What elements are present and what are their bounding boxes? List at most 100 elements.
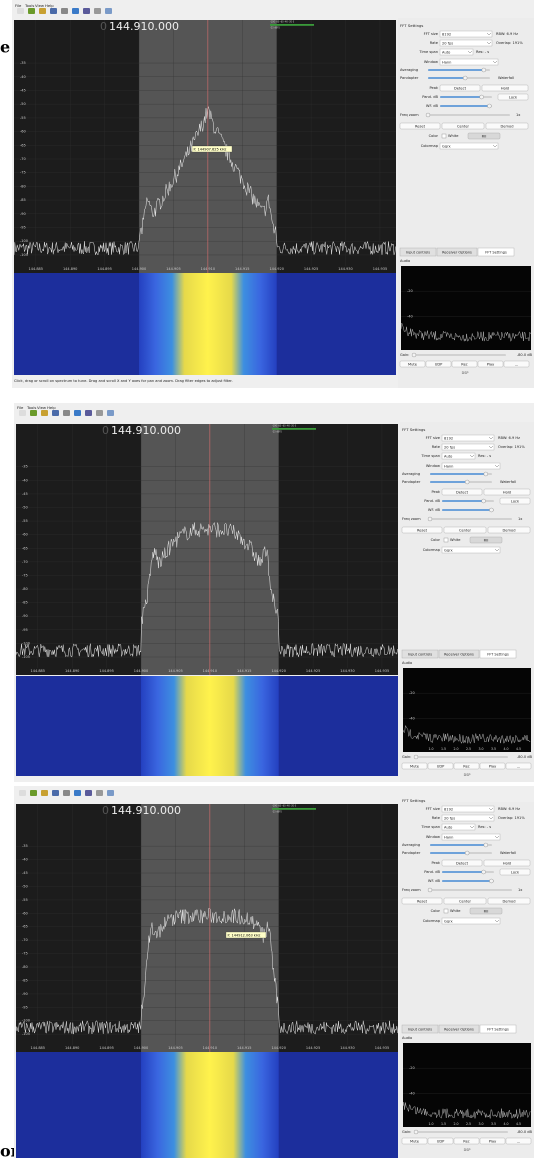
button-label[interactable]: Hold bbox=[501, 86, 509, 90]
button-label[interactable]: Center bbox=[459, 899, 472, 903]
button-label[interactable]: Center bbox=[457, 124, 470, 128]
combo-value[interactable]: Gqrx bbox=[444, 548, 453, 552]
setting-label: Waterfall bbox=[498, 76, 514, 80]
y-tick-label: -35 bbox=[20, 61, 26, 65]
button-label[interactable]: Reset bbox=[415, 124, 426, 128]
combo-value[interactable]: 8192 bbox=[444, 807, 453, 811]
button-label[interactable]: UDP bbox=[437, 764, 445, 768]
slider-handle[interactable] bbox=[427, 887, 433, 893]
combo-value[interactable]: Auto bbox=[444, 454, 452, 458]
checkbox-label[interactable]: White bbox=[450, 538, 461, 542]
y-tick-label: -80 bbox=[22, 587, 28, 591]
button-label[interactable]: UDP bbox=[435, 362, 443, 366]
button-label[interactable]: Fill bbox=[484, 909, 489, 913]
tab-label[interactable]: Receiver Options bbox=[444, 652, 474, 656]
menu-item[interactable]: Help bbox=[45, 3, 54, 8]
setting-label: Color bbox=[429, 134, 439, 138]
button-label[interactable]: Detect bbox=[456, 861, 469, 865]
menu-item[interactable]: View bbox=[35, 3, 44, 8]
slider-handle[interactable] bbox=[487, 103, 492, 109]
x-tick-label: 144.890 bbox=[63, 267, 77, 271]
slider-handle[interactable] bbox=[427, 516, 433, 522]
tab-label[interactable]: Receiver Options bbox=[444, 1027, 474, 1031]
menu-item[interactable]: Tools bbox=[24, 3, 34, 8]
button-label[interactable]: Lock bbox=[511, 499, 520, 503]
tab-label[interactable]: FFT Settings bbox=[487, 1027, 509, 1031]
button-label[interactable]: Hold bbox=[503, 490, 511, 494]
combo-value[interactable]: Hann bbox=[444, 464, 453, 468]
button-label[interactable]: Play bbox=[489, 1139, 497, 1143]
slider-handle[interactable] bbox=[481, 498, 486, 504]
slider-handle[interactable] bbox=[489, 878, 494, 884]
slider-handle[interactable] bbox=[413, 754, 419, 760]
button-label[interactable]: Fill bbox=[484, 538, 489, 542]
button-label[interactable]: ... bbox=[517, 1139, 520, 1143]
button-label[interactable]: Fill bbox=[482, 134, 487, 138]
y-tick-label: -80 bbox=[20, 184, 26, 188]
slider-handle[interactable] bbox=[413, 1129, 419, 1135]
menu-item[interactable]: View bbox=[37, 405, 46, 410]
combo-value[interactable]: Auto bbox=[442, 50, 450, 54]
x-tick-label: 1.5 bbox=[441, 1122, 446, 1126]
slider-handle[interactable] bbox=[465, 850, 470, 856]
menu-item[interactable]: File bbox=[15, 3, 22, 8]
slider-handle[interactable] bbox=[479, 94, 484, 100]
button-label[interactable]: ... bbox=[515, 362, 518, 366]
checkbox-label[interactable]: White bbox=[448, 134, 459, 138]
button-label[interactable]: Reset bbox=[417, 899, 428, 903]
button-label[interactable]: Demod bbox=[501, 124, 514, 128]
setting-label: Pand. dB bbox=[424, 870, 440, 874]
button-label[interactable]: Demod bbox=[503, 899, 516, 903]
button-label[interactable]: Mute bbox=[408, 362, 418, 366]
button-label[interactable]: Rec bbox=[461, 362, 468, 366]
combo-value[interactable]: Hann bbox=[442, 60, 451, 64]
menu-item[interactable]: Help bbox=[47, 405, 56, 410]
combo-value[interactable]: 8192 bbox=[444, 436, 453, 440]
checkbox-label[interactable]: White bbox=[450, 909, 461, 913]
menu-item[interactable]: Tools bbox=[26, 405, 36, 410]
dsp-label: DSP bbox=[464, 773, 471, 777]
menu-item[interactable]: File bbox=[17, 405, 24, 410]
button-label[interactable]: Center bbox=[459, 528, 472, 532]
tab-label[interactable]: Receiver Options bbox=[442, 250, 472, 254]
meter-level: -23 dBFS bbox=[272, 431, 282, 434]
combo-value[interactable]: 8192 bbox=[442, 32, 451, 36]
tab-label[interactable]: Input controls bbox=[408, 1027, 432, 1031]
combo-value[interactable]: Gqrx bbox=[442, 144, 451, 148]
slider-handle[interactable] bbox=[483, 471, 488, 477]
button-label[interactable]: Reset bbox=[417, 528, 428, 532]
slider-handle[interactable] bbox=[425, 112, 431, 118]
tab-label[interactable]: FFT Settings bbox=[487, 652, 509, 656]
combo-value[interactable]: 20 fps bbox=[444, 816, 455, 820]
button-label[interactable]: Mute bbox=[410, 1139, 420, 1143]
button-label[interactable]: Lock bbox=[511, 870, 520, 874]
slider-handle[interactable] bbox=[411, 352, 417, 358]
slider-handle[interactable] bbox=[463, 75, 468, 81]
button-label[interactable]: Rec bbox=[463, 1139, 470, 1143]
combo-value[interactable]: 20 fps bbox=[442, 41, 453, 45]
combo-value[interactable]: Gqrx bbox=[444, 919, 453, 923]
slider-handle[interactable] bbox=[481, 67, 486, 73]
button-label[interactable]: Play bbox=[489, 764, 497, 768]
button-label[interactable]: Demod bbox=[503, 528, 516, 532]
button-label[interactable]: Mute bbox=[410, 764, 420, 768]
button-label[interactable]: Rec bbox=[463, 764, 470, 768]
slider-handle[interactable] bbox=[465, 479, 470, 485]
slider-handle[interactable] bbox=[481, 869, 486, 875]
setting-info: Res: - s bbox=[478, 825, 491, 829]
tab-label[interactable]: Input controls bbox=[408, 652, 432, 656]
combo-value[interactable]: 20 fps bbox=[444, 445, 455, 449]
combo-value[interactable]: Hann bbox=[444, 835, 453, 839]
slider-handle[interactable] bbox=[489, 507, 494, 513]
button-label[interactable]: UDP bbox=[437, 1139, 445, 1143]
button-label[interactable]: Hold bbox=[503, 861, 511, 865]
button-label[interactable]: Detect bbox=[456, 490, 469, 494]
button-label[interactable]: ... bbox=[517, 764, 520, 768]
tab-label[interactable]: FFT Settings bbox=[485, 250, 507, 254]
slider-handle[interactable] bbox=[483, 842, 488, 848]
button-label[interactable]: Detect bbox=[454, 86, 467, 90]
button-label[interactable]: Play bbox=[487, 362, 495, 366]
button-label[interactable]: Lock bbox=[509, 95, 518, 99]
tab-label[interactable]: Input controls bbox=[406, 250, 430, 254]
combo-value[interactable]: Auto bbox=[444, 825, 452, 829]
